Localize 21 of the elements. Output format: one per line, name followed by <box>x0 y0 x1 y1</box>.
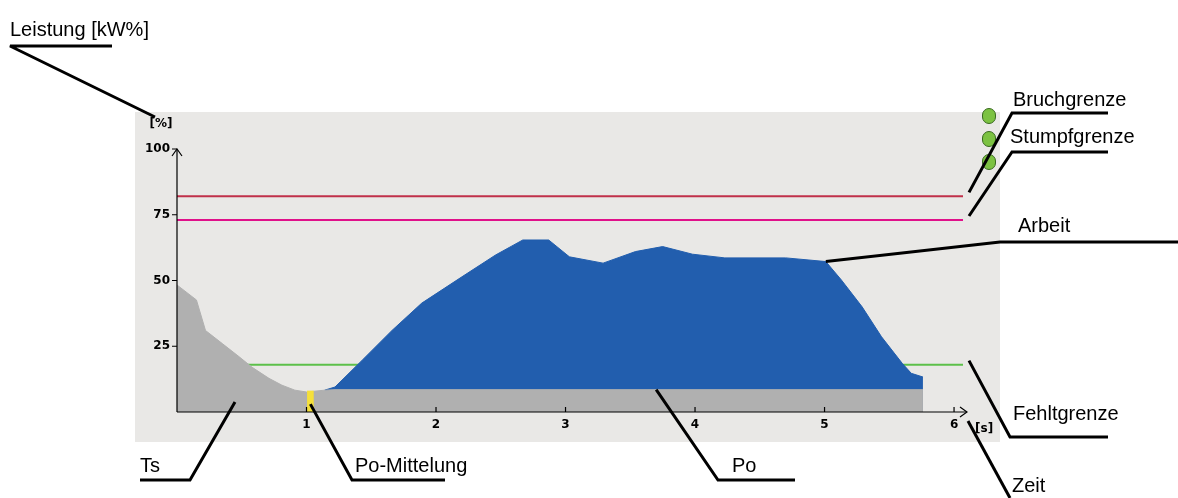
ref-line-label: Stumpfgrenze <box>1010 125 1135 147</box>
annotation: Po-Mittelung <box>355 454 468 476</box>
y-tick-label: 25 <box>153 338 170 353</box>
text: Leistung [kW%] <box>10 18 149 40</box>
x-tick-label: 4 <box>690 417 700 432</box>
x-tick-label: 3 <box>561 417 570 432</box>
x-tick-label: 2 <box>431 417 441 432</box>
y-tick-label: 75 <box>153 206 170 221</box>
x-tick-label: 5 <box>820 417 829 432</box>
text: Ts <box>140 454 160 476</box>
ref-line-label: Fehltgrenze <box>1013 402 1119 424</box>
x-tick-label: 6 <box>949 417 959 432</box>
ref-line-label: Bruchgrenze <box>1013 88 1127 110</box>
y-tick-label: 100 <box>144 141 170 156</box>
y-tick-label: 50 <box>153 272 170 287</box>
annotation: Arbeit <box>1018 214 1071 236</box>
x-tick-label: 1 <box>302 417 311 432</box>
annotation: Po <box>732 454 757 476</box>
text: Zeit <box>1012 474 1046 496</box>
x-axis-title: [s] <box>975 421 994 435</box>
y-axis-title: [%] <box>149 116 173 130</box>
